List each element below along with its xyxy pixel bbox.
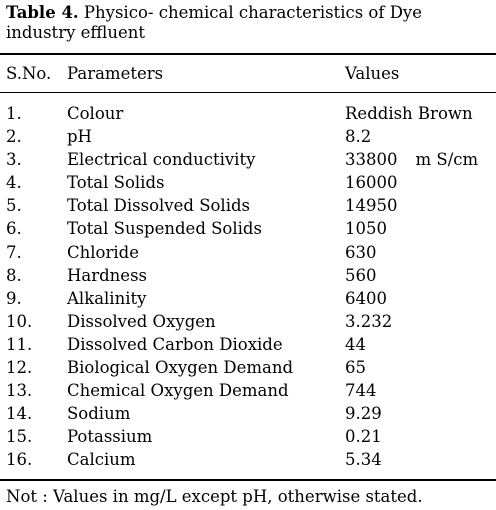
table-row: 2. pH 8.2: [0, 127, 496, 150]
cell-value: Reddish Brown: [345, 104, 473, 124]
cell-value: 8.2: [345, 127, 371, 147]
cell-value-text: 14950: [345, 196, 398, 216]
cell-value: 3.232: [345, 312, 392, 332]
cell-value-text: 1050: [345, 219, 387, 239]
cell-unit: m S/cm: [415, 150, 479, 170]
cell-sno: 3.: [6, 150, 22, 170]
header-parameters: Parameters: [67, 64, 164, 83]
cell-parameter: Total Dissolved Solids: [67, 196, 251, 216]
cell-value-text: 744: [345, 381, 377, 401]
table-row: 6. Total Suspended Solids 1050: [0, 219, 496, 242]
table-bottom-rule: [0, 479, 496, 481]
table-header-rule: [0, 92, 496, 93]
cell-parameter: Hardness: [67, 265, 148, 285]
cell-parameter: Alkalinity: [67, 288, 147, 308]
table-row: 3. Electrical conductivity 33800 m S/cm: [0, 150, 496, 173]
cell-value: 6400: [345, 289, 387, 309]
table-top-rule: [0, 53, 496, 55]
cell-sno: 11.: [6, 334, 33, 354]
cell-value: 9.29: [345, 404, 382, 424]
cell-parameter: Electrical conductivity: [67, 150, 256, 170]
cell-value-text: 16000: [345, 173, 398, 193]
cell-parameter: Colour: [67, 104, 124, 123]
cell-value-text: 3.232: [345, 311, 393, 331]
cell-sno: 14.: [6, 404, 33, 424]
cell-value-text: 0.21: [345, 427, 382, 447]
cell-parameter: Sodium: [67, 404, 131, 424]
cell-parameter: Chemical Oxygen Demand: [67, 381, 289, 401]
cell-sno: 1.: [6, 104, 22, 123]
table-row: 1. Colour Reddish Brown: [0, 104, 496, 127]
cell-value-text: 5.34: [345, 450, 382, 470]
table-row: 4. Total Solids 16000: [0, 173, 496, 196]
cell-value: 560: [345, 266, 377, 286]
cell-value: 1050: [345, 219, 387, 239]
table-footnote: Not : Values in mg/L except pH, otherwis…: [6, 487, 423, 506]
cell-parameter: Dissolved Oxygen: [67, 311, 216, 331]
cell-value-text: 6400: [345, 288, 387, 308]
table-row: 14. Sodium 9.29: [0, 404, 496, 427]
table-row: 9. Alkalinity 6400: [0, 289, 496, 312]
cell-sno: 13.: [6, 381, 33, 401]
table-row: 5. Total Dissolved Solids 14950: [0, 196, 496, 219]
cell-parameter: Total Suspended Solids: [67, 219, 262, 239]
header-sno: S.No.: [6, 64, 52, 83]
table-caption: Table 4. Physico- chemical characteristi…: [6, 3, 490, 43]
table-caption-label: Table 4.: [6, 3, 79, 22]
cell-value-text: 65: [345, 358, 366, 378]
cell-sno: 12.: [6, 358, 33, 378]
table-row: 7. Chloride 630: [0, 243, 496, 266]
cell-sno: 15.: [6, 427, 33, 447]
cell-sno: 5.: [6, 196, 22, 216]
cell-parameter: Calcium: [67, 450, 136, 470]
cell-value: 744: [345, 381, 377, 401]
cell-value-text: 9.29: [345, 404, 382, 424]
table-row: 8. Hardness 560: [0, 266, 496, 289]
cell-value: 5.34: [345, 450, 382, 470]
cell-value: 65: [345, 358, 366, 378]
cell-value: 0.21: [345, 427, 382, 447]
table-row: 12. Biological Oxygen Demand 65: [0, 358, 496, 381]
cell-parameter: Total Solids: [67, 173, 165, 193]
cell-value: 16000: [345, 173, 398, 193]
table-row: 13. Chemical Oxygen Demand 744: [0, 381, 496, 404]
cell-parameter: Chloride: [67, 242, 139, 262]
cell-value: 44: [345, 335, 366, 355]
cell-sno: 7.: [6, 242, 22, 262]
table-row: 10. Dissolved Oxygen 3.232: [0, 312, 496, 335]
cell-parameter: Potassium: [67, 427, 153, 447]
cell-value: 630: [345, 243, 377, 263]
table-row: 11. Dissolved Carbon Dioxide 44: [0, 335, 496, 358]
cell-value-text: Reddish Brown: [345, 104, 473, 123]
cell-value-text: 44: [345, 334, 366, 354]
cell-parameter: Biological Oxygen Demand: [67, 358, 294, 378]
cell-parameter: Dissolved Carbon Dioxide: [67, 334, 283, 354]
cell-sno: 9.: [6, 288, 22, 308]
table-body: 1. Colour Reddish Brown 2. pH 8.2 3. Electrical…: [0, 104, 496, 474]
cell-sno: 8.: [6, 265, 22, 285]
cell-parameter: pH: [67, 127, 92, 147]
cell-sno: 10.: [6, 311, 33, 331]
cell-value-text: 33800: [345, 150, 398, 170]
cell-value: 33800 m S/cm: [345, 150, 478, 170]
cell-sno: 2.: [6, 127, 22, 147]
cell-value: 14950: [345, 196, 398, 216]
cell-sno: 6.: [6, 219, 22, 239]
table-row: 16. Calcium 5.34: [0, 450, 496, 473]
cell-sno: 16.: [6, 450, 33, 470]
cell-value-text: 8.2: [345, 127, 372, 147]
table-caption-text: Physico- chemical characteristics of Dye…: [6, 3, 423, 42]
cell-value-text: 630: [345, 242, 377, 262]
cell-value-text: 560: [345, 265, 377, 285]
header-values: Values: [345, 64, 400, 83]
table-row: 15. Potassium 0.21: [0, 427, 496, 450]
cell-sno: 4.: [6, 173, 22, 193]
